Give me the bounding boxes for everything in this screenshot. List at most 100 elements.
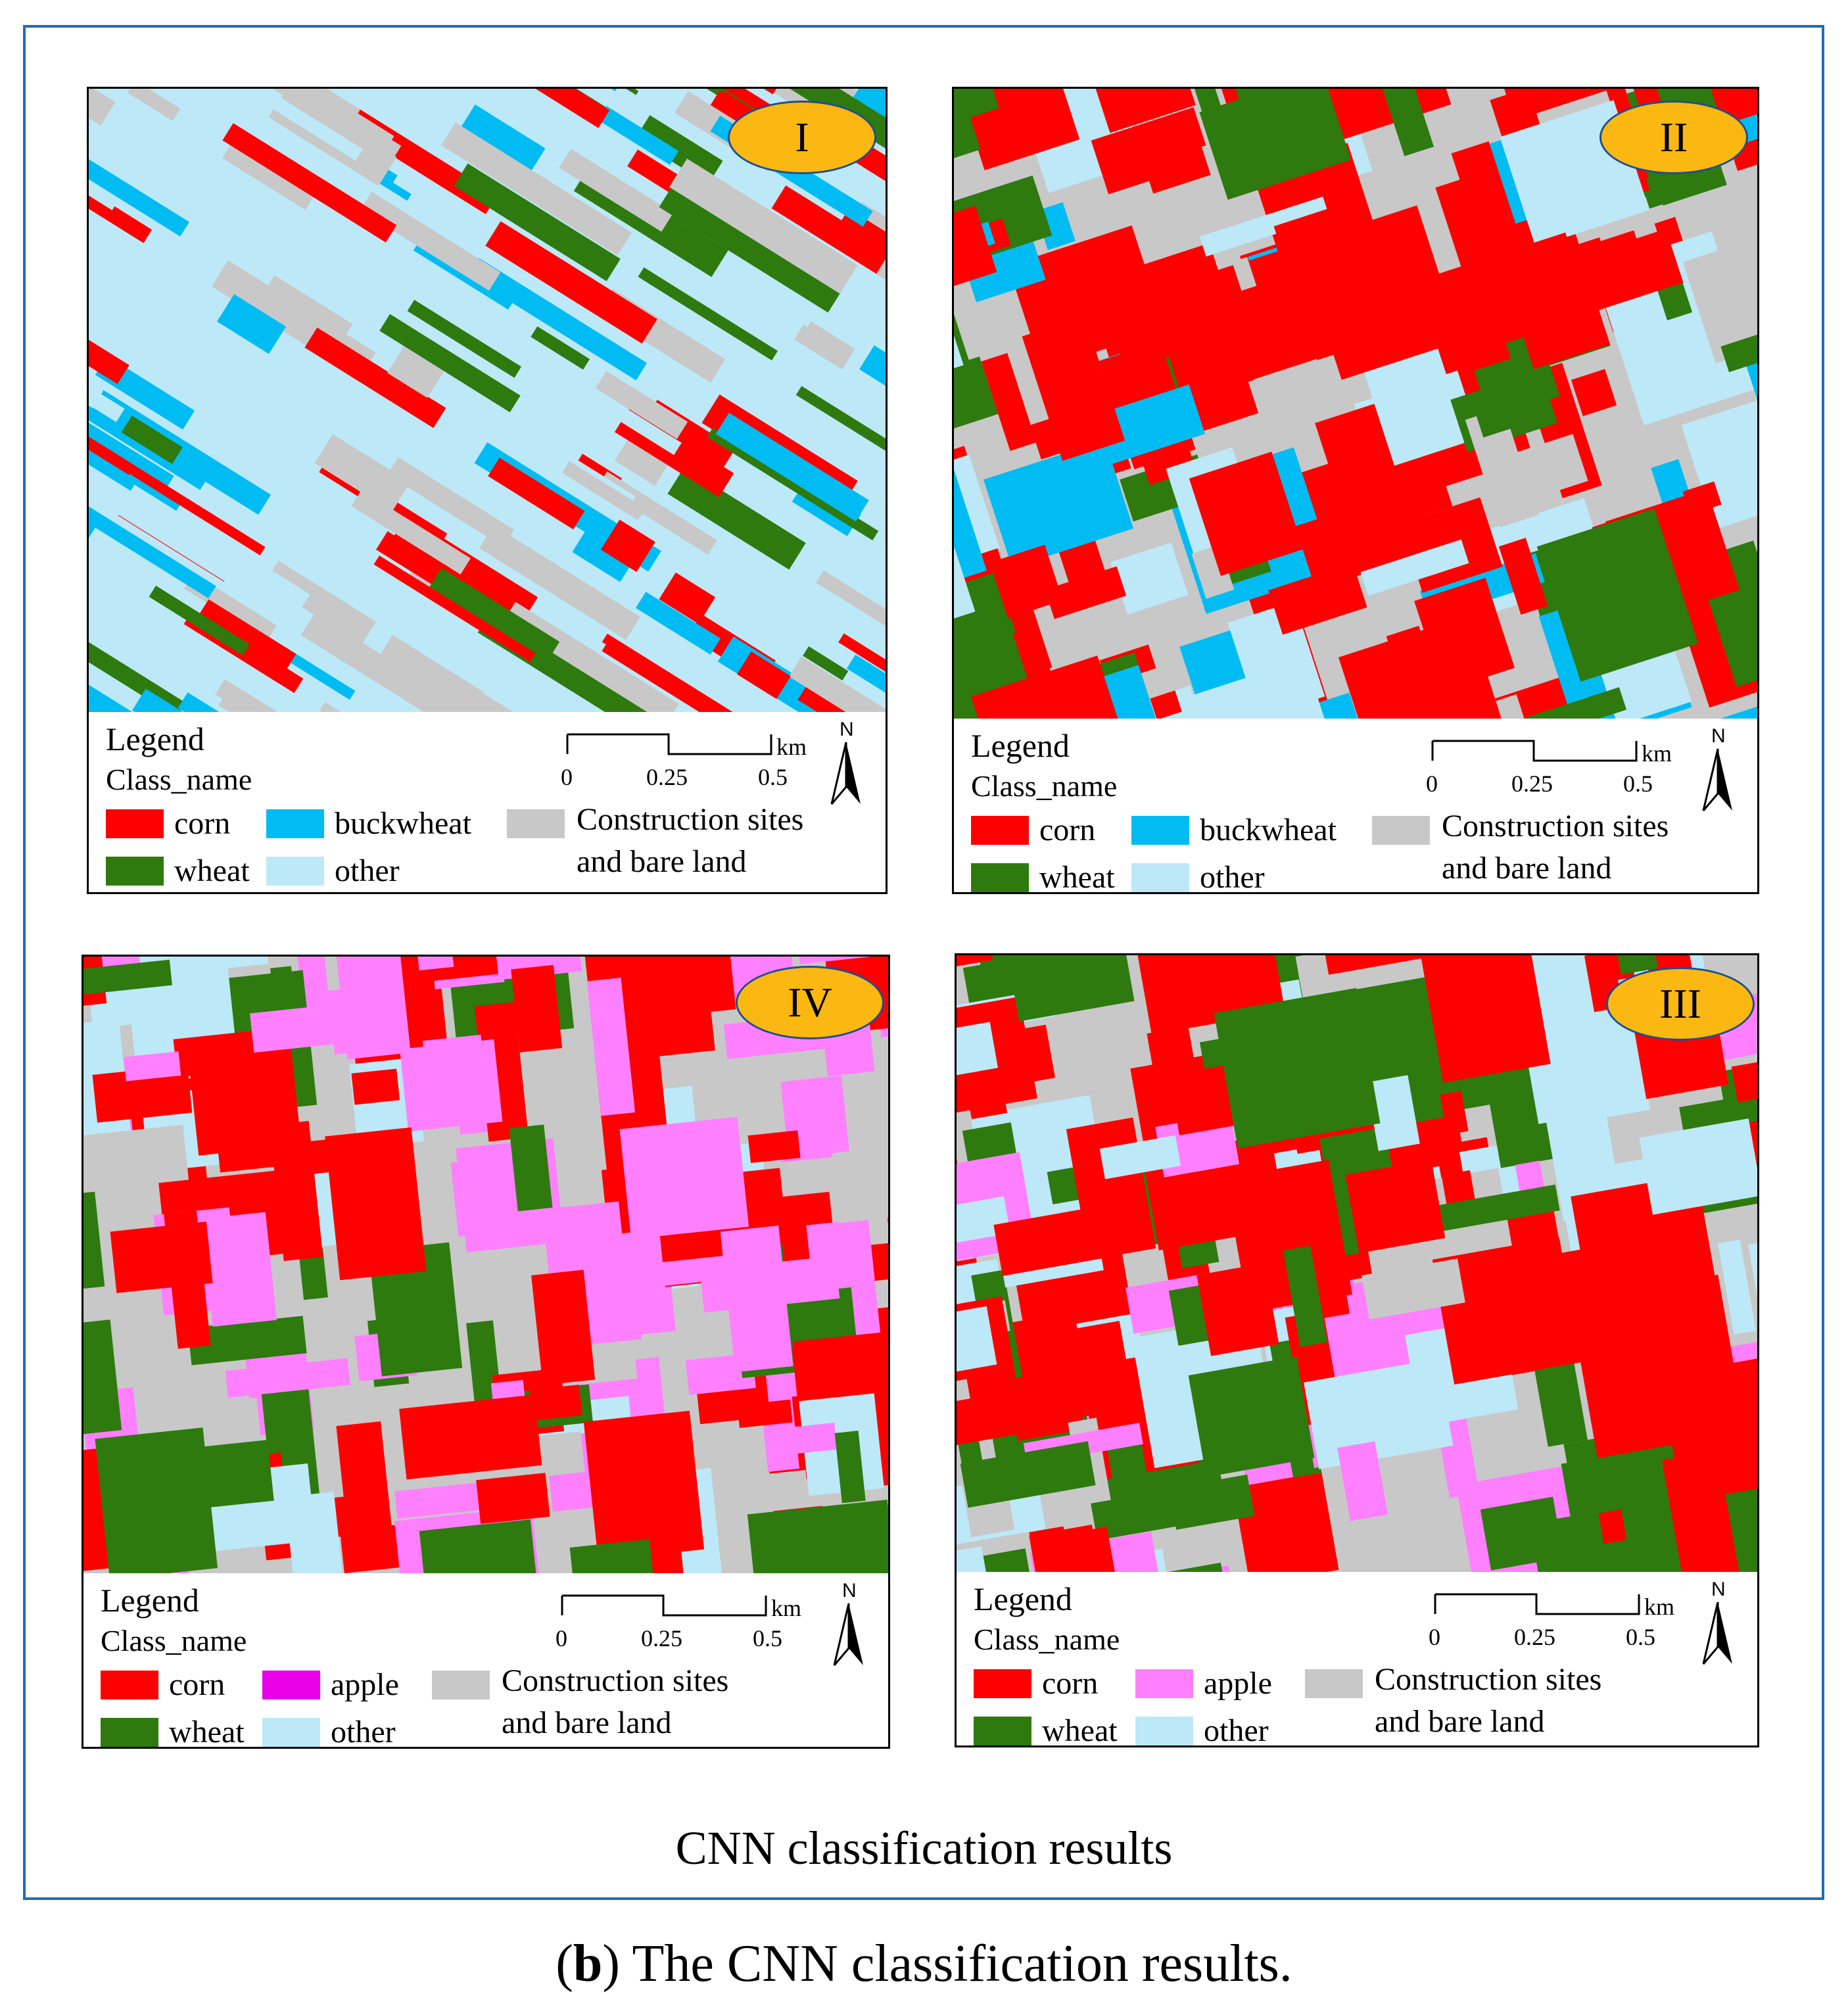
parcel-wheat	[803, 646, 849, 681]
scale-unit: km	[776, 734, 807, 760]
north-arrow-right	[1718, 749, 1732, 811]
parcel-corn	[1095, 89, 1196, 133]
scale-bar: 0 0.25 0.5 km	[1426, 738, 1672, 797]
parcel-construction	[348, 110, 394, 145]
legend-label-wheat: wheat	[174, 853, 250, 888]
construction-line: and bare land	[1375, 1704, 1545, 1739]
parcel-corn	[269, 1120, 323, 1262]
north-label: N	[1711, 1579, 1726, 1600]
parcel-apple	[554, 1201, 623, 1248]
scale-bar-line	[566, 733, 772, 755]
north-arrow: N	[826, 719, 872, 811]
legend-title: Legend	[106, 721, 204, 757]
parcel-corn	[736, 651, 791, 700]
parcel-corn	[583, 1410, 705, 1561]
scale-tick-label: 0	[1429, 1624, 1440, 1650]
classification-map-iv	[83, 957, 888, 1573]
legend-label-buckwheat: buckwheat	[1200, 813, 1337, 847]
parcel-corn	[511, 964, 563, 1053]
parcel-other	[1304, 1358, 1454, 1469]
parcel-wheat	[1169, 1474, 1255, 1530]
parcel-apple	[784, 1422, 838, 1455]
parcel-corn	[1108, 265, 1254, 370]
parcel-wheat	[121, 415, 183, 464]
parcel-wheat	[419, 1519, 538, 1573]
north-label: N	[840, 719, 854, 740]
parcel-other	[517, 344, 682, 456]
scale-tick-label: 0.25	[1514, 1624, 1555, 1650]
parcel-construction	[559, 149, 674, 232]
parcel-other	[726, 264, 815, 327]
construction-line: Construction sites	[502, 1663, 729, 1698]
parcel-construction	[440, 122, 632, 256]
parcel-construction	[794, 319, 855, 369]
parcel-wheat	[1623, 557, 1685, 656]
parcel-construction	[614, 436, 671, 486]
parcel-wheat	[1283, 1245, 1328, 1347]
north-label: N	[842, 1580, 857, 1602]
scale-bar-line	[1434, 1593, 1640, 1615]
parcel-buckwheat	[636, 592, 721, 655]
parcel-construction	[218, 696, 312, 712]
parcel-other	[130, 235, 185, 288]
parcel-corn	[1225, 1160, 1353, 1313]
legend-swatch-corn	[106, 809, 164, 838]
parcel-wheat	[638, 267, 778, 361]
map-panel-iv: Legend Class_name corn apple wheat other Const…	[82, 955, 890, 1749]
parcel-other	[347, 89, 459, 145]
parcel-corn	[399, 1394, 542, 1480]
parcel-wheat	[960, 1441, 1096, 1508]
legend-swatch-construction	[507, 809, 565, 838]
legend-label-other: other	[1200, 860, 1265, 894]
parcel-corn	[351, 1068, 400, 1105]
parcel-corn	[1045, 566, 1127, 619]
construction-line: and bare land	[1442, 851, 1612, 886]
parcel-corn	[1345, 1159, 1446, 1254]
legend-swatch-construction	[1305, 1669, 1363, 1698]
legend-swatch-other	[262, 1718, 320, 1747]
parcel-corn	[325, 1127, 427, 1281]
parcel-corn	[373, 555, 536, 662]
parcel-wheat	[795, 386, 886, 503]
parcel-apple	[1337, 1441, 1388, 1521]
map-panel-i: Legend Class_name corn buckwheat wheat other C…	[87, 87, 888, 894]
parcel-other	[1110, 542, 1189, 615]
legend-subtitle: Class_name	[106, 763, 252, 796]
legend-swatch-wheat	[106, 857, 164, 886]
parcel-construction	[1682, 229, 1757, 364]
subcaption-letter: b	[573, 1935, 603, 1993]
parcel-corn	[1150, 690, 1182, 719]
scale-unit: km	[771, 1595, 802, 1621]
north-arrow-left	[1702, 748, 1719, 811]
parcel-corn	[1440, 1091, 1469, 1135]
parcel-corn	[89, 134, 153, 243]
parcel-apple	[619, 1116, 749, 1239]
parcel-wheat	[1511, 687, 1627, 719]
parcel-wheat	[89, 602, 185, 712]
parcel-other	[229, 89, 363, 161]
legend-swatch-other	[1131, 863, 1189, 892]
parcel-corn	[659, 572, 716, 625]
parcel-corn	[531, 1270, 596, 1385]
parcel-construction	[89, 89, 116, 126]
parcel-apple	[720, 1225, 794, 1373]
map-parcels	[89, 89, 886, 712]
parcel-corn	[1414, 577, 1515, 692]
parcel-wheat	[834, 1431, 866, 1504]
parcel-corn	[1047, 1527, 1117, 1572]
parcel-construction	[561, 461, 646, 521]
parcel-wheat	[954, 89, 999, 121]
parcel-apple	[225, 1358, 350, 1398]
parcel-other	[1362, 343, 1469, 466]
parcel-wheat	[477, 613, 657, 712]
parcel-wheat	[1471, 382, 1537, 438]
parcel-corn	[1451, 141, 1526, 267]
scale-tick-label: 0	[561, 764, 573, 790]
parcel-other	[1366, 1075, 1420, 1151]
legend-swatch-construction	[1372, 816, 1430, 845]
parcel-construction	[314, 434, 410, 512]
parcel-corn	[1519, 1237, 1664, 1343]
parcel-corn	[954, 89, 1080, 171]
legend-label-construction: Construction sites and bare land	[1375, 1659, 1703, 1743]
parcel-other	[116, 485, 310, 624]
